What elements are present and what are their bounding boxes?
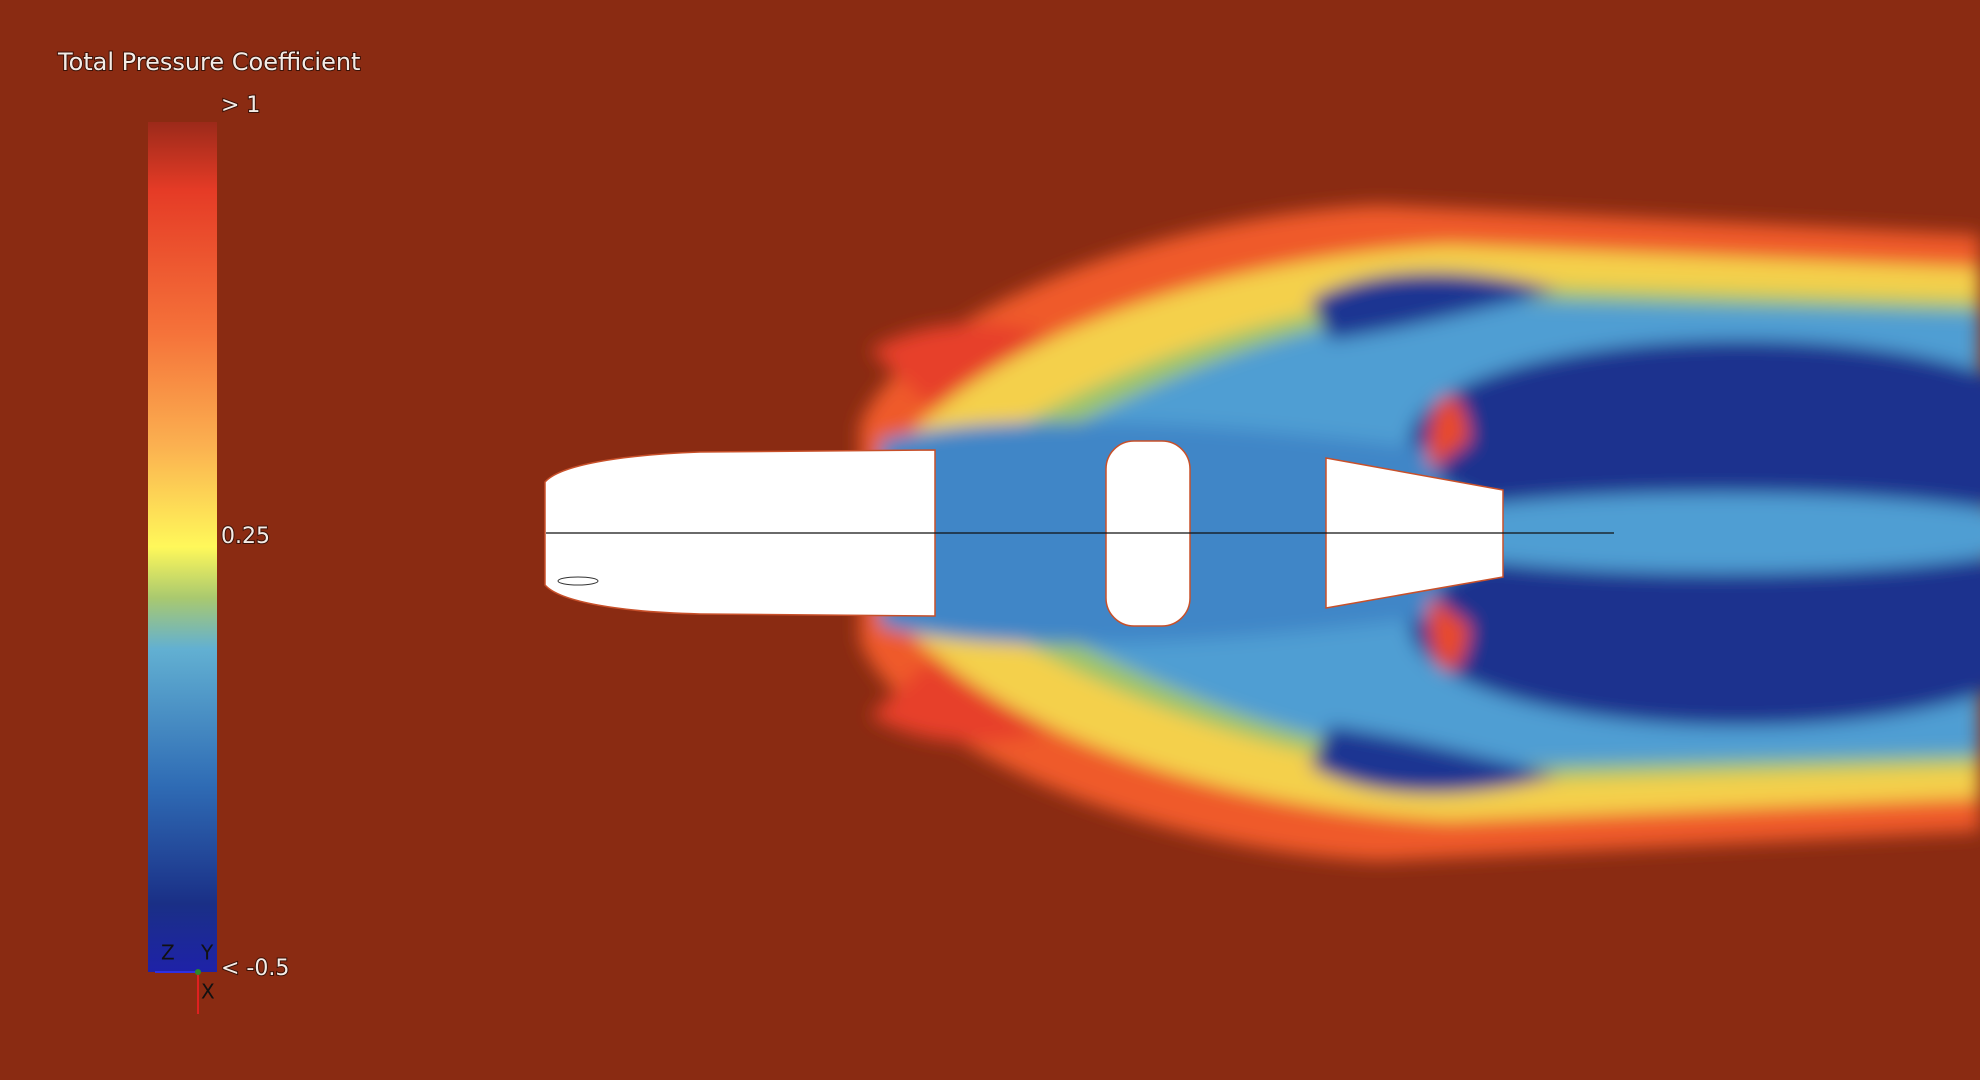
legend-label: > 1 (221, 93, 260, 118)
axis-label: Y (200, 941, 214, 965)
y-axis (195, 969, 201, 975)
color-bar (148, 122, 217, 972)
axis-label: Z (161, 941, 175, 965)
pressure-field (860, 205, 1980, 861)
axis-triad: Z Y X (155, 941, 215, 1014)
detail (557, 576, 599, 586)
legend-title: Total Pressure Coefficient (57, 48, 360, 76)
legend-label: < -0.5 (221, 956, 289, 981)
axis-label: X (201, 980, 215, 1004)
legend-label: 0.25 (221, 524, 270, 549)
